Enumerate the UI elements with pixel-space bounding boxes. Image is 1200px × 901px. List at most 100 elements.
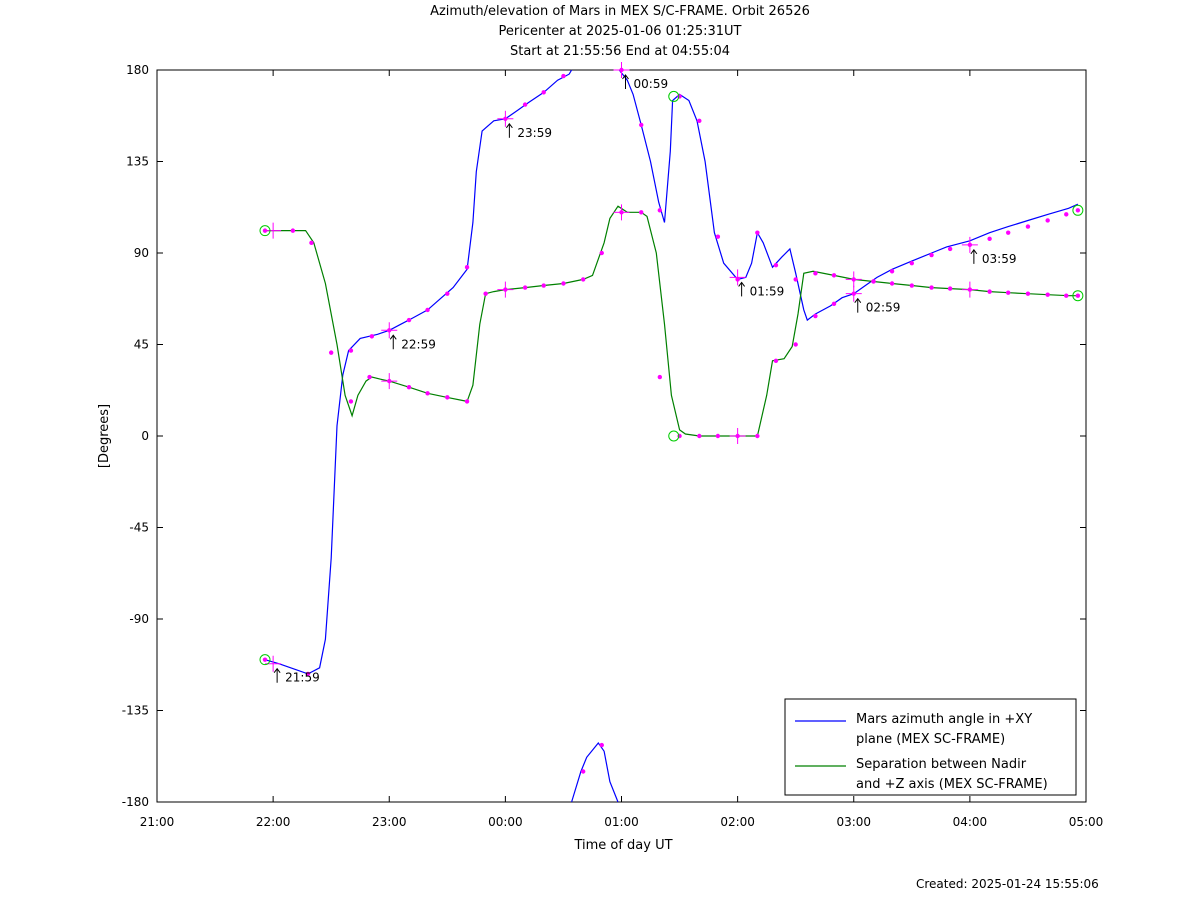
x-tick-label: 22:00	[256, 815, 291, 829]
data-point	[561, 73, 566, 79]
annotation-arrowhead	[505, 122, 513, 129]
legend-label: Separation between Nadir	[856, 757, 1027, 772]
data-point	[599, 742, 604, 748]
data-point	[813, 313, 818, 319]
chart-subtitle-time-range: Start at 21:55:56 End at 04:55:04	[509, 44, 731, 59]
data-point	[831, 301, 837, 307]
annotation-arrowhead	[389, 334, 397, 340]
data-point	[464, 399, 470, 404]
plot-frame	[156, 69, 1087, 803]
data-point	[580, 769, 586, 774]
time-annotation: 00:59	[634, 77, 669, 91]
x-tick-label: 05:00	[1069, 815, 1104, 829]
y-tick-label: 0	[141, 429, 149, 443]
x-tick-label: 01:00	[604, 815, 639, 829]
data-point	[773, 358, 779, 363]
data-point	[262, 228, 268, 233]
data-point	[445, 395, 450, 400]
time-annotation: 02:59	[866, 301, 901, 315]
x-tick-label: 04:00	[953, 815, 988, 829]
data-point	[889, 281, 895, 286]
data-point	[580, 277, 586, 282]
time-annotation: 03:59	[982, 252, 1017, 266]
data-point	[871, 279, 876, 284]
y-tick-label: 135	[126, 155, 149, 169]
data-point	[697, 118, 702, 124]
time-annotation: 22:59	[401, 337, 436, 351]
data-point	[561, 281, 566, 286]
data-point	[813, 271, 818, 276]
time-annotation: 23:59	[517, 126, 552, 140]
data-point	[1064, 293, 1069, 298]
legend: Mars azimuth angle in +XY plane (MEX SC-F…	[784, 698, 1077, 796]
legend-label: and +Z axis (MEX SC-FRAME)	[856, 777, 1048, 792]
data-point	[1005, 230, 1011, 235]
azimuth-series-line	[264, 69, 1079, 803]
data-point	[1005, 290, 1011, 295]
data-point	[793, 277, 798, 282]
endpoint-circle	[259, 225, 271, 237]
data-point	[793, 342, 798, 347]
data-point	[1045, 292, 1050, 297]
x-tick-label: 02:00	[720, 815, 755, 829]
data-point	[541, 283, 546, 288]
y-tick-label: -135	[122, 704, 149, 718]
legend-label: plane (MEX SC-FRAME)	[856, 732, 1005, 747]
data-point	[697, 433, 702, 439]
annotation-arrowhead	[622, 74, 629, 80]
y-tick-label: 180	[126, 63, 149, 77]
data-point	[328, 350, 334, 355]
data-point	[348, 399, 354, 404]
data-point	[967, 242, 973, 248]
data-point	[367, 374, 372, 380]
data-point	[369, 334, 375, 339]
data-point	[290, 228, 296, 233]
data-point	[755, 230, 760, 235]
chart-title: Azimuth/elevation of Mars in MEX S/C-FRA…	[430, 4, 810, 19]
data-point	[348, 348, 354, 353]
data-point	[1064, 212, 1069, 217]
data-point	[503, 287, 508, 292]
data-point	[947, 246, 953, 252]
data-point	[851, 277, 856, 282]
data-point	[503, 116, 508, 122]
data-point	[599, 250, 604, 256]
annotation-arrowhead	[273, 667, 281, 674]
x-tick-label: 21:00	[140, 815, 175, 829]
separation-series-line	[265, 205, 1078, 437]
data-point	[755, 433, 760, 439]
endpoint-circle	[668, 430, 680, 442]
data-point	[541, 90, 546, 95]
data-point	[657, 374, 663, 380]
x-axis-label: Time of day UT	[573, 838, 672, 853]
time-annotation: 21:59	[285, 671, 320, 685]
data-point	[262, 657, 268, 662]
data-point	[1075, 208, 1081, 213]
data-point	[425, 391, 430, 396]
endpoint-circle	[1072, 204, 1084, 216]
annotation-arrowhead	[738, 281, 746, 287]
data-point	[522, 102, 528, 107]
chart-subtitle-pericenter: Pericenter at 2025-01-06 01:25:31UT	[498, 24, 742, 39]
y-axis-label: [Degrees]	[97, 404, 112, 468]
y-tick-label: -90	[129, 612, 149, 626]
data-point	[715, 234, 721, 239]
data-point	[522, 285, 528, 290]
x-tick-label: 23:00	[372, 815, 407, 829]
legend-box	[784, 698, 1077, 796]
data-point	[464, 265, 470, 270]
data-point	[831, 273, 837, 278]
y-tick-label: -180	[122, 795, 149, 809]
data-point	[929, 285, 934, 290]
data-point	[987, 289, 992, 294]
data-point	[425, 307, 430, 313]
data-point	[773, 263, 779, 268]
data-point	[657, 208, 663, 213]
annotation-arrowhead	[854, 297, 862, 303]
y-tick-label: 90	[134, 246, 149, 260]
data-point	[967, 287, 973, 292]
data-point	[947, 286, 953, 291]
data-point	[889, 269, 895, 274]
data-point	[851, 291, 856, 296]
